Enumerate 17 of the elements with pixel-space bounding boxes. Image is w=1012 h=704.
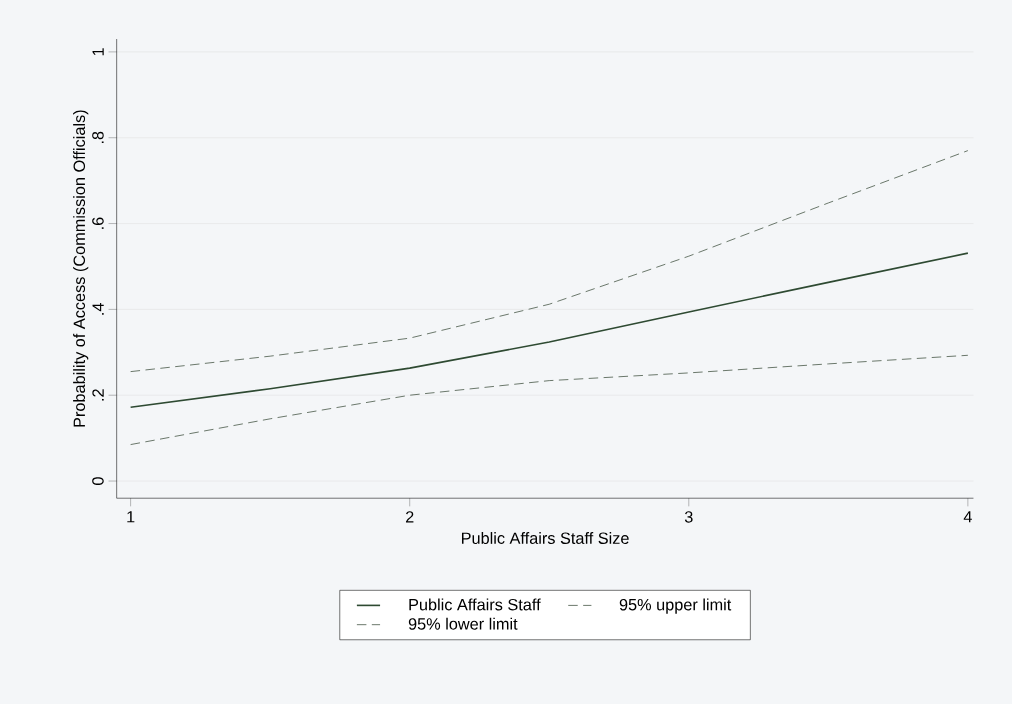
x-tick-label: 4	[963, 511, 972, 523]
legend-label: 95% lower limit	[408, 617, 518, 630]
y-tick-label: .8	[92, 131, 104, 144]
y-tick-label: .2	[92, 389, 104, 401]
legend-label: 95% upper limit	[619, 598, 732, 614]
y-tick-label: 0	[92, 477, 104, 485]
y-tick-label: .4	[92, 303, 104, 315]
x-tick-label: 3	[684, 511, 693, 523]
line-series	[129, 252, 969, 409]
line-series	[130, 150, 969, 373]
y-tick-label: 1	[92, 48, 104, 56]
y-axis-title: Probability of Access (Commission Officials)	[73, 110, 89, 427]
x-axis-title: Public Affairs Staff Size	[461, 532, 629, 545]
x-tick-label: 2	[405, 511, 414, 523]
x-tick-label: 1	[127, 511, 135, 523]
legend-label: Public Affairs Staff	[409, 598, 541, 611]
y-tick-label: .6	[92, 217, 104, 229]
